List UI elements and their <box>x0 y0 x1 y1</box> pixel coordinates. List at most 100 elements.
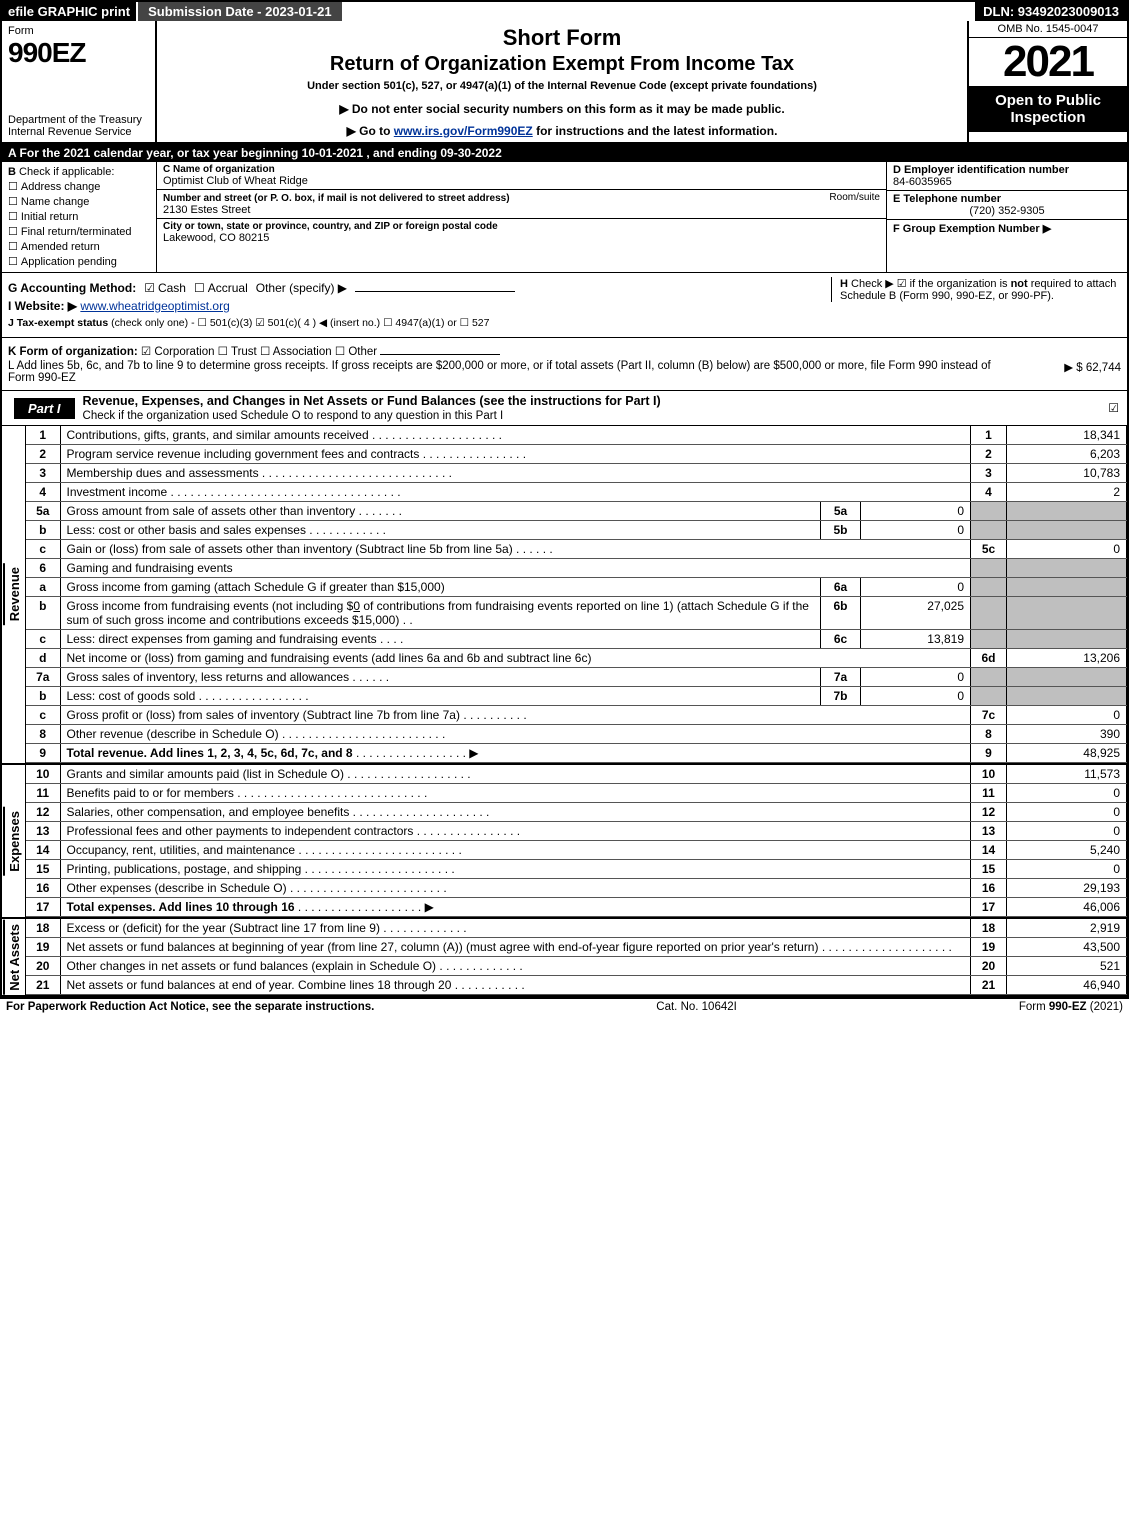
k-options: ☑ Corporation ☐ Trust ☐ Association ☐ Ot… <box>141 346 377 358</box>
part1-subtitle: Check if the organization used Schedule … <box>83 410 504 422</box>
check-cash[interactable]: Cash <box>144 281 186 295</box>
line-7c: cGross profit or (loss) from sales of in… <box>26 706 1127 725</box>
line-6a: aGross income from gaming (attach Schedu… <box>26 578 1127 597</box>
check-initial-return[interactable]: Initial return <box>8 210 150 223</box>
street-label: Number and street (or P. O. box, if mail… <box>163 193 510 204</box>
section-h: H Check ▶ ☑ if the organization is not r… <box>831 277 1121 302</box>
revenue-vlabel: Revenue <box>3 563 24 625</box>
j-note: (check only one) - <box>111 317 194 329</box>
ein-value: 84-6035965 <box>893 176 1121 188</box>
line-6: 6Gaming and fundraising events <box>26 559 1127 578</box>
check-if-label: Check if applicable: <box>19 166 114 178</box>
line-7a: 7aGross sales of inventory, less returns… <box>26 668 1127 687</box>
tax-year: 2021 <box>969 38 1127 84</box>
h-label: H <box>840 278 848 290</box>
netassets-vlabel: Net Assets <box>3 920 24 995</box>
dln-number: DLN: 93492023009013 <box>975 2 1127 21</box>
irs-link[interactable]: www.irs.gov/Form990EZ <box>394 124 533 138</box>
part1-title-text: Revenue, Expenses, and Changes in Net As… <box>83 394 661 408</box>
return-title: Return of Organization Exempt From Incom… <box>165 53 959 76</box>
part1-tab: Part I <box>14 398 75 419</box>
top-bar: efile GRAPHIC print Submission Date - 20… <box>2 2 1127 21</box>
do-not-enter-text: ▶ Do not enter social security numbers o… <box>165 102 959 116</box>
part1-check-icon[interactable]: ☑ <box>1108 401 1119 415</box>
expenses-section: Expenses 10Grants and similar amounts pa… <box>2 765 1127 919</box>
other-specify-input[interactable] <box>355 291 515 292</box>
efile-label[interactable]: efile GRAPHIC print <box>2 2 136 21</box>
line-4: 4Investment income . . . . . . . . . . .… <box>26 483 1127 502</box>
short-form-title: Short Form <box>165 25 959 51</box>
form-label: Form <box>8 25 149 37</box>
phone-value: (720) 352-9305 <box>893 205 1121 217</box>
line-15: 15Printing, publications, postage, and s… <box>26 860 1127 879</box>
line-9: 9Total revenue. Add lines 1, 2, 3, 4, 5c… <box>26 744 1127 763</box>
line-19: 19Net assets or fund balances at beginni… <box>26 938 1127 957</box>
open-to-public: Open to Public Inspection <box>969 86 1127 132</box>
line-7b: bLess: cost of goods sold . . . . . . . … <box>26 687 1127 706</box>
go-to-text: ▶ Go to www.irs.gov/Form990EZ for instru… <box>165 124 959 138</box>
ein-label: D Employer identification number <box>893 164 1121 176</box>
footer-form-ref: Form 990-EZ (2021) <box>1019 1001 1123 1013</box>
check-address-change[interactable]: Address change <box>8 180 150 193</box>
check-final-return[interactable]: Final return/terminated <box>8 225 150 238</box>
form-container: efile GRAPHIC print Submission Date - 20… <box>0 0 1129 999</box>
line-6c: cLess: direct expenses from gaming and f… <box>26 630 1127 649</box>
form-number: 990EZ <box>8 37 149 69</box>
j-label: J Tax-exempt status <box>8 317 108 329</box>
line-16: 16Other expenses (describe in Schedule O… <box>26 879 1127 898</box>
line-18: 18Excess or (deficit) for the year (Subt… <box>26 919 1127 938</box>
header-middle: Short Form Return of Organization Exempt… <box>157 21 967 142</box>
j-options: ☐ 501(c)(3) ☑ 501(c)( 4 ) ◀ (insert no.)… <box>197 317 489 329</box>
g-label: G Accounting Method: <box>8 281 136 295</box>
website-link[interactable]: www.wheatridgeoptimist.org <box>80 299 229 313</box>
page-footer: For Paperwork Reduction Act Notice, see … <box>0 999 1129 1015</box>
l-amount: ▶ $ 62,744 <box>1011 360 1121 384</box>
check-application-pending[interactable]: Application pending <box>8 255 150 268</box>
footer-left: For Paperwork Reduction Act Notice, see … <box>6 1001 374 1013</box>
b-label: B <box>8 166 16 178</box>
section-a-calendar-year: A For the 2021 calendar year, or tax yea… <box>2 144 1127 162</box>
section-ghij: H Check ▶ ☑ if the organization is not r… <box>2 273 1127 338</box>
line-1: 1Contributions, gifts, grants, and simil… <box>26 426 1127 445</box>
section-b: B Check if applicable: Address change Na… <box>2 162 157 272</box>
dept-label: Department of the Treasury Internal Reve… <box>8 114 149 138</box>
goto-pre: ▶ Go to <box>347 124 394 138</box>
h-text1: Check ▶ ☑ if the organization is <box>851 278 1011 290</box>
section-c: C Name of organization Optimist Club of … <box>157 162 887 272</box>
part1-title: Revenue, Expenses, and Changes in Net As… <box>75 391 1109 425</box>
line-12: 12Salaries, other compensation, and empl… <box>26 803 1127 822</box>
check-amended-return[interactable]: Amended return <box>8 240 150 253</box>
line-5c: cGain or (loss) from sale of assets othe… <box>26 540 1127 559</box>
section-def: D Employer identification number 84-6035… <box>887 162 1127 272</box>
check-name-change[interactable]: Name change <box>8 195 150 208</box>
goto-post: for instructions and the latest informat… <box>533 124 778 138</box>
expenses-table: 10Grants and similar amounts paid (list … <box>26 765 1127 917</box>
other-specify: Other (specify) ▶ <box>256 281 347 295</box>
h-not: not <box>1011 278 1028 290</box>
line-2: 2Program service revenue including gover… <box>26 445 1127 464</box>
line-20: 20Other changes in net assets or fund ba… <box>26 957 1127 976</box>
city-state-zip: Lakewood, CO 80215 <box>163 232 880 244</box>
section-kl: K Form of organization: ☑ Corporation ☐ … <box>2 338 1127 391</box>
line-21: 21Net assets or fund balances at end of … <box>26 976 1127 995</box>
part1-header: Part I Revenue, Expenses, and Changes in… <box>2 391 1127 426</box>
check-accrual[interactable]: Accrual <box>194 281 248 295</box>
omb-number: OMB No. 1545-0047 <box>969 21 1127 38</box>
org-name-label: C Name of organization <box>163 164 880 175</box>
street-address: 2130 Estes Street <box>163 204 880 216</box>
l-text: L Add lines 5b, 6c, and 7b to line 9 to … <box>8 360 1011 384</box>
room-suite-label: Room/suite <box>829 192 880 203</box>
line-8: 8Other revenue (describe in Schedule O) … <box>26 725 1127 744</box>
info-block: B Check if applicable: Address change Na… <box>2 162 1127 273</box>
header-left: Form 990EZ Department of the Treasury In… <box>2 21 157 142</box>
line-6b: bGross income from fundraising events (n… <box>26 597 1127 630</box>
expenses-vlabel: Expenses <box>3 807 24 876</box>
org-name: Optimist Club of Wheat Ridge <box>163 175 880 187</box>
line-11: 11Benefits paid to or for members . . . … <box>26 784 1127 803</box>
phone-label: E Telephone number <box>893 193 1121 205</box>
line-17: 17Total expenses. Add lines 10 through 1… <box>26 898 1127 917</box>
line-3: 3Membership dues and assessments . . . .… <box>26 464 1127 483</box>
group-exemption-label: F Group Exemption Number ▶ <box>893 222 1121 235</box>
line-5a: 5aGross amount from sale of assets other… <box>26 502 1127 521</box>
k-other-input[interactable] <box>380 354 500 355</box>
